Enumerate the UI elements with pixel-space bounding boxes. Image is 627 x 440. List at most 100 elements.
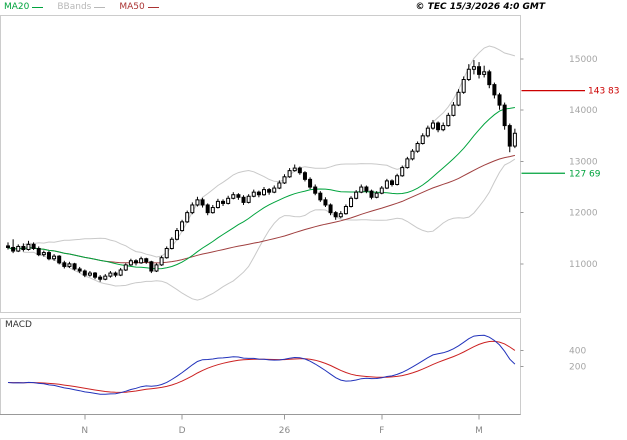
price-axis-label: 14000 bbox=[569, 106, 598, 116]
candle-body bbox=[251, 191, 256, 197]
candle-body bbox=[16, 245, 21, 252]
candle-body bbox=[436, 122, 441, 131]
price-axis-label: 11000 bbox=[569, 260, 598, 270]
month-label: N bbox=[81, 426, 88, 436]
chart-legend: MA20 BBands MA50 bbox=[4, 1, 159, 13]
candle-body bbox=[384, 180, 389, 189]
candle-body bbox=[77, 268, 82, 272]
candle-body bbox=[359, 186, 364, 193]
candle-body bbox=[318, 192, 323, 201]
month-label: 26 bbox=[279, 426, 291, 436]
candle-body bbox=[364, 186, 369, 192]
candle-body bbox=[57, 255, 62, 264]
candle-body bbox=[354, 191, 359, 199]
candle-body bbox=[512, 132, 517, 147]
legend-item-bbands: BBands bbox=[57, 1, 106, 13]
candle-body bbox=[313, 186, 318, 194]
legend-ma20-label: MA20 bbox=[4, 2, 30, 12]
candle-body bbox=[425, 127, 430, 137]
candle-body bbox=[405, 158, 410, 169]
macd-axis-label: 200 bbox=[569, 363, 586, 373]
candle-body bbox=[302, 172, 307, 180]
candle-body bbox=[277, 182, 282, 189]
candle-body bbox=[374, 192, 379, 198]
macd-panel-label: MACD bbox=[5, 320, 32, 330]
price-axis-label: 13000 bbox=[569, 157, 598, 167]
candle-body bbox=[328, 204, 333, 214]
candle-body bbox=[108, 272, 113, 277]
candle-body bbox=[482, 71, 487, 75]
legend-bbands-label: BBands bbox=[57, 2, 92, 12]
candle-body bbox=[200, 199, 205, 206]
candle-body bbox=[246, 195, 251, 203]
candle-body bbox=[262, 189, 266, 196]
ma50-line-swatch bbox=[147, 6, 159, 8]
candle-body bbox=[180, 221, 185, 232]
candle-body bbox=[67, 263, 72, 267]
candle-body bbox=[149, 261, 154, 272]
candle-body bbox=[174, 230, 179, 240]
candle-body bbox=[308, 178, 313, 188]
candle-body bbox=[502, 104, 507, 127]
candle-body bbox=[236, 194, 241, 198]
candle-body bbox=[98, 276, 103, 280]
candle-body bbox=[11, 246, 16, 252]
candle-body bbox=[287, 170, 292, 178]
level-label: 127 69 bbox=[569, 169, 601, 179]
candle-body bbox=[113, 272, 118, 276]
candle-body bbox=[87, 272, 92, 276]
price-panel-frame bbox=[0, 15, 521, 313]
macd-panel-frame bbox=[0, 318, 521, 415]
candle-body bbox=[210, 207, 215, 214]
ma20-line bbox=[7, 107, 515, 270]
candle-body bbox=[231, 194, 236, 199]
candle-body bbox=[333, 212, 338, 218]
candle-body bbox=[103, 275, 108, 280]
candle-body bbox=[349, 197, 354, 208]
macd-line bbox=[7, 334, 516, 395]
candle-body bbox=[215, 200, 220, 209]
candle-body bbox=[195, 199, 200, 206]
candle-body bbox=[144, 258, 149, 263]
price-axis-label: 15000 bbox=[569, 55, 598, 65]
legend-ma50-label: MA50 bbox=[119, 2, 145, 12]
candle-body bbox=[379, 187, 384, 194]
bollinger-upper-band bbox=[23, 45, 516, 258]
level-label: 143 83 bbox=[588, 87, 620, 97]
candle-body bbox=[338, 213, 343, 218]
candle-body bbox=[256, 191, 261, 196]
candle-body bbox=[430, 122, 435, 129]
candle-body bbox=[487, 71, 492, 86]
candle-body bbox=[272, 187, 277, 193]
candle-body bbox=[72, 263, 77, 270]
candle-body bbox=[62, 262, 67, 267]
candle-body bbox=[446, 114, 451, 127]
candle-body bbox=[395, 175, 400, 185]
candle-body bbox=[93, 272, 98, 278]
month-label: D bbox=[179, 426, 186, 436]
candle-body bbox=[31, 243, 36, 249]
candle-body bbox=[36, 247, 41, 256]
price-axis-label: 12000 bbox=[569, 209, 598, 219]
candle-body bbox=[466, 68, 471, 81]
macd-signal-line bbox=[7, 340, 516, 393]
candle-body bbox=[82, 270, 87, 276]
candle-body bbox=[400, 167, 405, 177]
candle-body bbox=[369, 190, 374, 198]
candle-body bbox=[477, 66, 482, 75]
candle-body bbox=[190, 204, 195, 214]
candle-body bbox=[123, 264, 128, 271]
candle-body bbox=[343, 206, 348, 215]
month-label: F bbox=[379, 426, 384, 436]
candle-body bbox=[410, 150, 415, 160]
candle-body bbox=[297, 167, 302, 174]
candle-body bbox=[139, 258, 144, 264]
candle-body bbox=[46, 252, 51, 260]
candle-body bbox=[420, 135, 425, 145]
candle-body bbox=[507, 125, 512, 147]
ma20-line-swatch bbox=[32, 6, 44, 8]
candle-body bbox=[118, 269, 123, 276]
legend-item-ma50: MA50 bbox=[119, 1, 159, 13]
candle-body bbox=[461, 79, 466, 93]
